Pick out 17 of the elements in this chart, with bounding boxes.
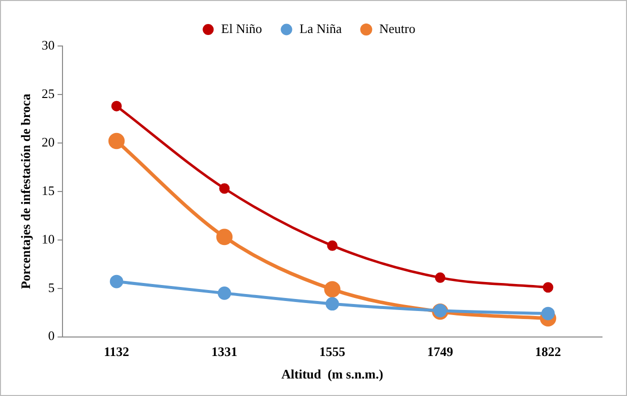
y-tick-label: 0 bbox=[48, 328, 55, 344]
y-tick-label: 25 bbox=[42, 86, 55, 101]
y-axis-title: Porcentajes de infestación de broca bbox=[18, 93, 34, 290]
y-tick-label: 10 bbox=[42, 231, 55, 246]
legend-label: La Niña bbox=[299, 20, 342, 36]
x-tick-label: 1822 bbox=[535, 344, 562, 359]
legend-label: El Niño bbox=[221, 20, 262, 36]
x-tick-label: 1132 bbox=[104, 344, 130, 359]
y-tick-label: 30 bbox=[42, 37, 55, 52]
y-tick-label: 15 bbox=[42, 182, 55, 198]
x-tick-label: 1749 bbox=[427, 344, 454, 359]
legend-label: Neutro bbox=[379, 20, 416, 36]
x-axis-title: Altitud (m s.n.m.) bbox=[281, 366, 384, 382]
x-tick-label: 1331 bbox=[211, 344, 238, 359]
y-tick-label: 20 bbox=[42, 134, 55, 150]
y-tick-label: 5 bbox=[48, 280, 55, 295]
x-tick-label: 1555 bbox=[319, 344, 346, 359]
